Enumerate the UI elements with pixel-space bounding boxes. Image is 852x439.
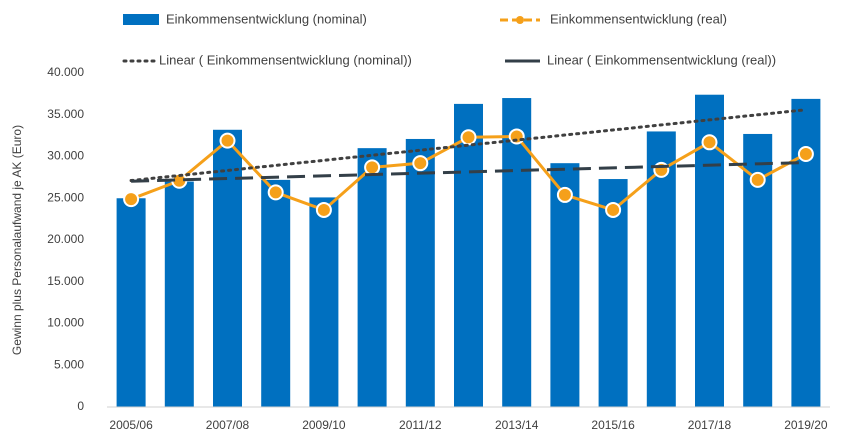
y-tick-label: 30.000 xyxy=(47,149,84,163)
trendline xyxy=(129,108,808,183)
marker xyxy=(749,171,766,188)
legend-label: Einkommensentwicklung (real) xyxy=(550,11,727,26)
marker xyxy=(797,145,814,162)
marker xyxy=(556,186,573,203)
bar xyxy=(357,148,387,407)
y-tick-label: 35.000 xyxy=(47,107,84,121)
y-tick-label: 40.000 xyxy=(47,65,84,79)
legend-swatch xyxy=(516,16,524,24)
bar xyxy=(791,98,821,407)
x-tick-label: 2015/16 xyxy=(591,418,635,432)
marker xyxy=(605,201,622,218)
x-tick-label: 2013/14 xyxy=(495,418,539,432)
marker xyxy=(460,129,477,146)
y-tick-label: 15.000 xyxy=(47,274,84,288)
legend-label: Linear ( Einkommensentwicklung (real)) xyxy=(547,52,776,67)
legend-label: Einkommensentwicklung (nominal) xyxy=(166,11,367,26)
bar xyxy=(309,197,339,407)
x-tick-label: 2005/06 xyxy=(109,418,153,432)
y-tick-label: 10.000 xyxy=(47,316,84,330)
x-tick-label: 2011/12 xyxy=(399,418,442,432)
bar xyxy=(261,179,291,407)
x-tick-label: 2017/18 xyxy=(688,418,732,432)
y-tick-label: 20.000 xyxy=(47,232,84,246)
x-tick-label: 2019/20 xyxy=(784,418,828,432)
y-tick-label: 0 xyxy=(77,399,84,413)
marker xyxy=(267,184,284,201)
bar xyxy=(164,181,194,407)
marker xyxy=(219,132,236,149)
y-tick-label: 25.000 xyxy=(47,190,84,204)
marker xyxy=(315,201,332,218)
y-axis-label: Gewinn plus Personalaufwand je AK (Euro) xyxy=(10,125,24,355)
bar xyxy=(405,138,435,407)
marker xyxy=(701,134,718,151)
marker xyxy=(412,155,429,172)
legend-label: Linear ( Einkommensentwicklung (nominal)… xyxy=(159,52,412,67)
y-tick-label: 5.000 xyxy=(54,357,84,371)
marker xyxy=(123,191,140,208)
trendline xyxy=(131,161,806,183)
marker xyxy=(364,159,381,176)
bar xyxy=(550,163,580,407)
x-tick-label: 2009/10 xyxy=(302,418,346,432)
bar xyxy=(454,103,483,408)
legend-swatch xyxy=(123,14,159,25)
x-tick-label: 2007/08 xyxy=(206,418,250,432)
bar xyxy=(116,198,146,407)
bar xyxy=(213,129,242,407)
